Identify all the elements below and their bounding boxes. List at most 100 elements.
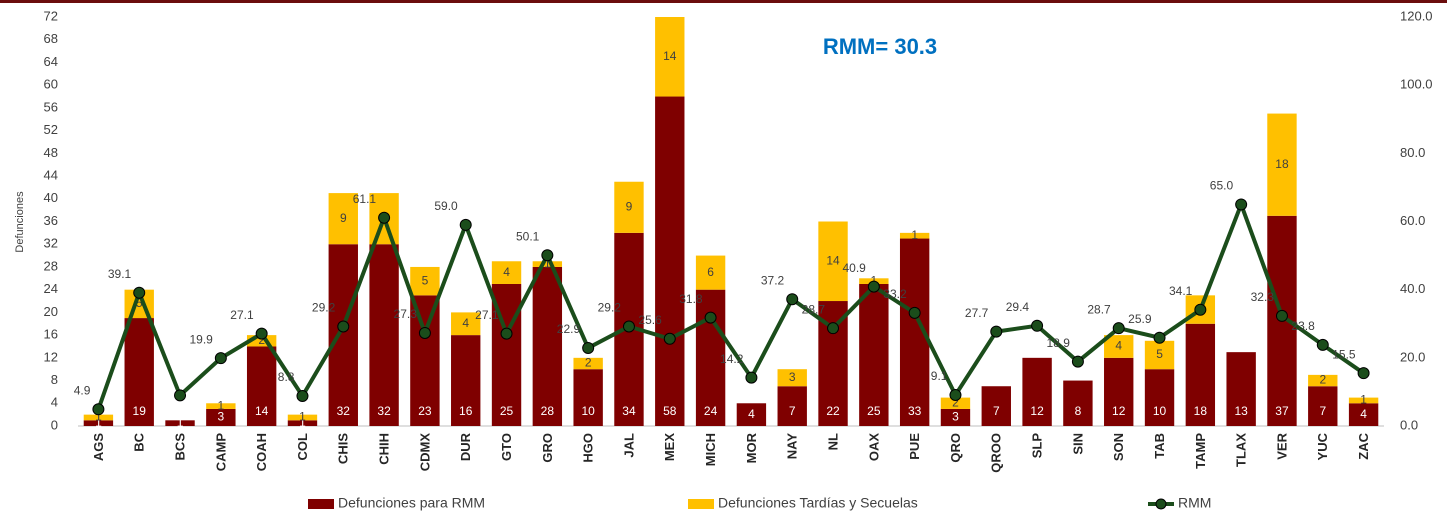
line-label: 23.8 — [1291, 319, 1315, 333]
x-tick-label: DUR — [458, 432, 473, 461]
line-marker — [418, 326, 431, 339]
line-label: 8.8 — [278, 370, 295, 384]
data-label: 5 — [422, 273, 429, 287]
bar-segment — [655, 96, 685, 427]
data-label: 10 — [581, 404, 595, 418]
x-tick-label: CHIH — [377, 433, 392, 465]
line-marker — [378, 211, 391, 224]
line-marker — [296, 390, 309, 403]
bar-segment — [83, 420, 114, 426]
data-label: 1 — [95, 410, 102, 424]
line-marker — [582, 341, 595, 354]
data-label: 58 — [663, 404, 677, 418]
data-label: 1 — [911, 228, 918, 242]
bar-segment — [1144, 340, 1175, 370]
data-label: 9 — [340, 211, 347, 225]
line-marker — [1112, 322, 1125, 335]
y-tick-label: 0 — [51, 417, 58, 432]
bar-segment — [940, 408, 971, 426]
y2-tick-label: 80.0 — [1400, 145, 1425, 160]
bar-segment — [1104, 357, 1134, 426]
data-label: 7 — [993, 404, 1000, 418]
data-label: 2 — [258, 333, 265, 347]
x-tick-label: COL — [295, 433, 310, 461]
bar-segment — [1267, 113, 1297, 216]
data-label: 4 — [503, 265, 510, 279]
line-label: 4.9 — [74, 383, 91, 397]
bar-segment — [777, 386, 807, 426]
bar-segment — [695, 255, 726, 290]
line-marker — [500, 327, 513, 340]
line-marker — [622, 320, 635, 333]
line-marker — [745, 371, 758, 384]
line-marker — [663, 332, 676, 345]
data-label: 37 — [1275, 404, 1289, 418]
data-label: 8 — [1075, 404, 1082, 418]
line-marker — [1316, 338, 1329, 351]
x-tick-label: MEX — [662, 433, 677, 462]
bar-segment — [532, 261, 563, 267]
x-tick-label: GRO — [540, 433, 555, 463]
line-label: 65.0 — [1210, 179, 1234, 193]
y-tick-label: 64 — [44, 54, 58, 69]
y-tick-label: 44 — [44, 167, 58, 182]
data-label: 10 — [1153, 404, 1167, 418]
bar-segment — [287, 414, 318, 421]
bar-segment — [124, 318, 154, 426]
bar-segment — [940, 397, 971, 409]
data-label: 7 — [789, 404, 796, 418]
x-tick-label: TLAX — [1234, 433, 1249, 467]
bar-segment — [573, 357, 603, 370]
line-label: 19.9 — [189, 332, 213, 346]
data-label: 9 — [626, 199, 633, 213]
data-label: 19 — [133, 404, 147, 418]
line-label: 40.9 — [842, 261, 866, 275]
line-marker — [133, 286, 146, 299]
bar-segment — [165, 420, 195, 426]
data-label: 2 — [1319, 373, 1326, 387]
x-tick-label: SON — [1111, 433, 1126, 461]
y-tick-label: 40 — [44, 190, 58, 205]
x-tick-label: GTO — [499, 433, 514, 461]
line-marker — [1071, 355, 1084, 368]
line-marker — [1153, 331, 1166, 344]
line-label: 15.5 — [1332, 347, 1356, 361]
data-label: 6 — [707, 265, 714, 279]
y-tick-label: 32 — [44, 236, 58, 251]
line-label: 59.0 — [434, 199, 458, 213]
y2-tick-label: 20.0 — [1400, 349, 1425, 364]
x-tick-label: QRO — [948, 433, 963, 463]
y-tick-label: 28 — [44, 258, 58, 273]
bar-segment — [206, 403, 236, 409]
y-tick-label: 4 — [51, 395, 58, 410]
y-axis-label: Defunciones — [14, 191, 26, 253]
data-label: 4 — [1115, 339, 1122, 353]
bar-segment — [1226, 352, 1256, 426]
x-tick-label: CHIS — [336, 433, 351, 464]
bar-segment — [1022, 357, 1052, 426]
bar-segment — [981, 386, 1011, 426]
line-label: 29.4 — [1006, 300, 1030, 314]
y-tick-label: 20 — [44, 304, 58, 319]
bar-segment — [899, 232, 930, 239]
line-marker — [541, 249, 554, 262]
legend-label: Defunciones Tardías y Secuelas — [718, 495, 918, 511]
line-label: 18.9 — [1047, 336, 1071, 350]
x-tick-label: JAL — [621, 433, 636, 458]
x-tick-label: MOR — [744, 432, 759, 463]
x-tick-label: PUE — [907, 433, 922, 460]
x-tick-label: BCS — [172, 433, 187, 461]
legend-swatch — [308, 499, 334, 509]
line-marker — [949, 388, 962, 401]
data-label: 18 — [1194, 404, 1208, 418]
y-tick-label: 68 — [44, 31, 58, 46]
data-label: 7 — [1319, 404, 1326, 418]
x-tick-label: HGO — [581, 433, 596, 463]
data-label: 14 — [826, 253, 840, 267]
line-label: 32.3 — [1251, 290, 1275, 304]
y-tick-label: 24 — [44, 281, 58, 296]
bar-segment — [1144, 369, 1175, 426]
x-tick-label: AGS — [91, 433, 106, 462]
line-label: 9.1 — [931, 369, 948, 383]
